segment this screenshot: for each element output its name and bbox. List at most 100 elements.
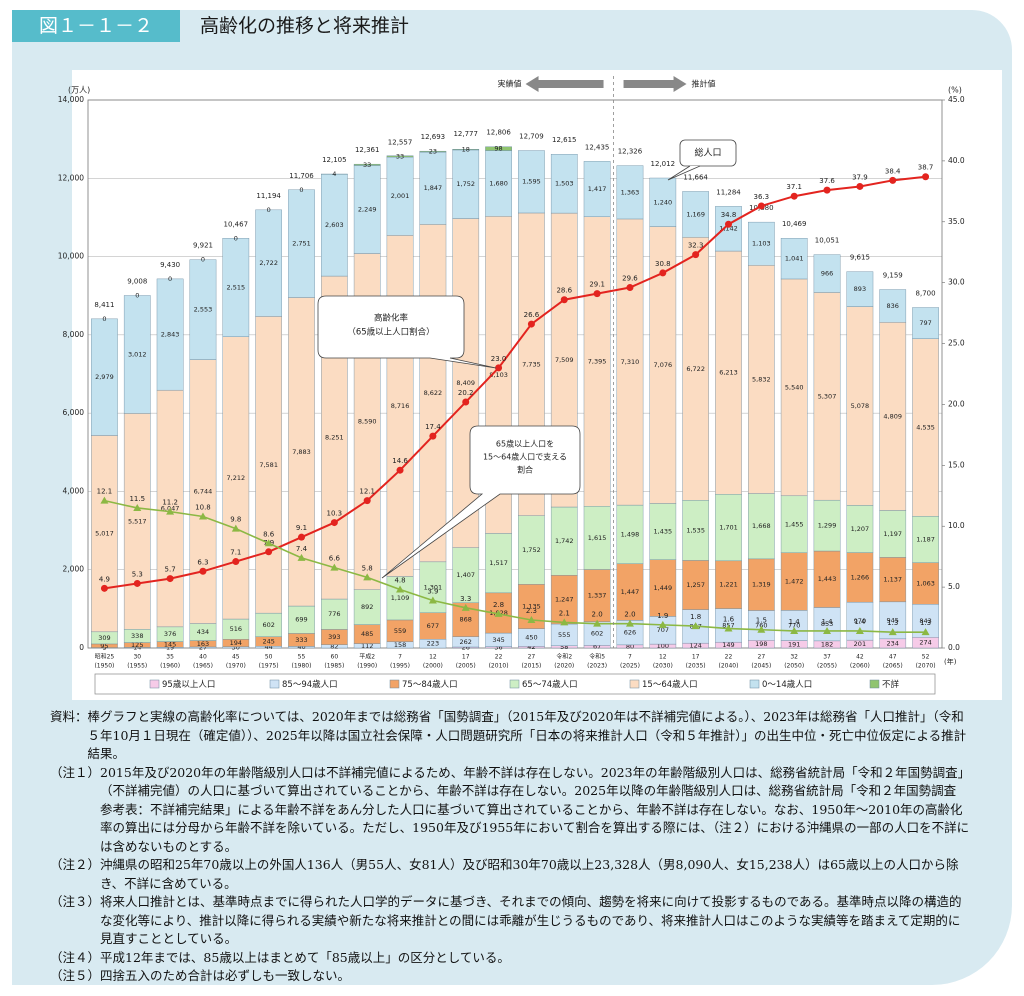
segment-label: 182 (821, 640, 833, 648)
y2-tick-label: 5.0 (948, 582, 960, 591)
line-label: 38.4 (885, 167, 901, 175)
line-label: 37.6 (819, 177, 835, 185)
line-label: 6.6 (329, 555, 341, 563)
segment-label: 1,595 (522, 178, 541, 186)
note: （注１） 2015年及び2020年の年齢階級別人口は不詳補完値によるため、年齢不詳… (50, 764, 970, 857)
x-tick-year: (2015) (521, 663, 541, 670)
segment-label: 1,680 (489, 179, 508, 187)
callout-box (317, 295, 497, 369)
segment-label: 1,615 (588, 534, 607, 542)
line-marker (921, 628, 930, 636)
bar-segment (550, 574, 578, 625)
x-tick-year: (1965) (193, 663, 213, 670)
total-label: 10,051 (815, 237, 840, 245)
segment-label: 1,701 (719, 524, 738, 532)
y-tick-label: 4,000 (63, 486, 85, 495)
bar-segment (419, 612, 447, 640)
segment-label: 26 (462, 643, 470, 651)
x-tick-year: (2055) (817, 663, 837, 670)
segment-label: 338 (131, 632, 143, 640)
segment-label: 1,169 (686, 210, 705, 218)
segment-label: 6,722 (686, 365, 705, 373)
segment-label: 0 (135, 291, 139, 299)
bar-segment (616, 218, 644, 506)
bar-segment (616, 504, 644, 564)
note-text: 2015年及び2020年の年齢階級別人口は不詳補完値によるため、年齢不詳は存在し… (100, 764, 970, 854)
segment-label: 201 (854, 640, 866, 648)
bar-segment (353, 589, 381, 625)
legend-swatch (869, 679, 880, 689)
segment-label: 5,078 (851, 402, 870, 410)
segment-label: 1,517 (489, 559, 508, 567)
segment-label: 345 (492, 636, 504, 644)
line-label: 12.1 (359, 488, 375, 496)
line-label: 2.3 (526, 607, 537, 615)
segment-label: 836 (887, 302, 899, 310)
x-tick-year: (2025) (620, 663, 640, 670)
x-tick-label: 60 (331, 654, 339, 661)
segment-label: 1,455 (785, 520, 804, 528)
total-label: 12,615 (552, 136, 577, 144)
segment-label: 0 (102, 315, 106, 323)
bar-segment (715, 206, 742, 252)
line-label: 32.3 (688, 242, 704, 250)
x-tick-label: 37 (823, 654, 831, 661)
line-label: 5.3 (132, 570, 143, 578)
segment-label: 36 (494, 643, 502, 651)
x-tick-label: 47 (889, 654, 897, 661)
segment-label: 5,017 (95, 530, 114, 538)
segment-label: 191 (788, 640, 800, 648)
line-marker (724, 624, 733, 632)
callout-text: 65歳以上人口を (496, 439, 554, 449)
segment-label: 198 (755, 640, 767, 648)
total-label: 12,012 (651, 160, 676, 168)
segment-label: 8,590 (358, 418, 377, 426)
line-marker (100, 584, 108, 592)
line-marker (363, 497, 371, 505)
segment-label: 776 (328, 610, 340, 618)
line-label: 1.4 (789, 618, 801, 626)
bar-segment (715, 250, 742, 495)
x-tick-year: (2045) (751, 663, 771, 670)
bar-segment (912, 307, 939, 339)
line-label: 5.8 (362, 564, 373, 572)
bar-segment (912, 516, 939, 563)
x-tick-label: 40 (199, 654, 207, 661)
total-label: 12,777 (453, 130, 478, 138)
line-marker (461, 603, 470, 611)
line-marker (232, 558, 240, 566)
bar-segment (748, 493, 775, 560)
segment-label: 1,498 (621, 530, 640, 538)
line-label: 4.8 (394, 577, 405, 585)
line-marker (692, 251, 700, 259)
bar-segment (813, 254, 841, 293)
line-label: 17.4 (425, 423, 441, 431)
segment-label: 0 (201, 256, 205, 264)
segment-label: 5,832 (752, 375, 771, 383)
segment-label: 4,809 (883, 412, 902, 420)
bar-segment (189, 259, 217, 360)
arrow-right (623, 76, 687, 92)
x-tick-year: (2040) (719, 663, 739, 670)
line-marker (199, 567, 207, 575)
segment-label: 602 (262, 621, 274, 629)
line-marker (527, 615, 536, 623)
bar-segment (583, 161, 611, 218)
x-tick-label: 35 (166, 654, 174, 661)
segment-label: 2,979 (95, 373, 114, 381)
total-label: 9,921 (193, 242, 213, 250)
bar-segment (386, 235, 414, 577)
bar-segment (386, 155, 414, 158)
x-tick-label: 17 (462, 654, 470, 661)
bar-segment (222, 336, 250, 620)
segment-label: 945 (887, 616, 899, 624)
line-marker (330, 563, 339, 571)
line-label: 12.1 (97, 488, 113, 496)
segment-label: 2,722 (259, 259, 278, 267)
plot-frame (87, 99, 943, 649)
line-marker (166, 575, 174, 583)
legend-swatch (749, 679, 760, 689)
segment-label: 760 (755, 621, 767, 629)
segment-label: 309 (98, 634, 110, 642)
line-label: 1.8 (690, 613, 701, 621)
